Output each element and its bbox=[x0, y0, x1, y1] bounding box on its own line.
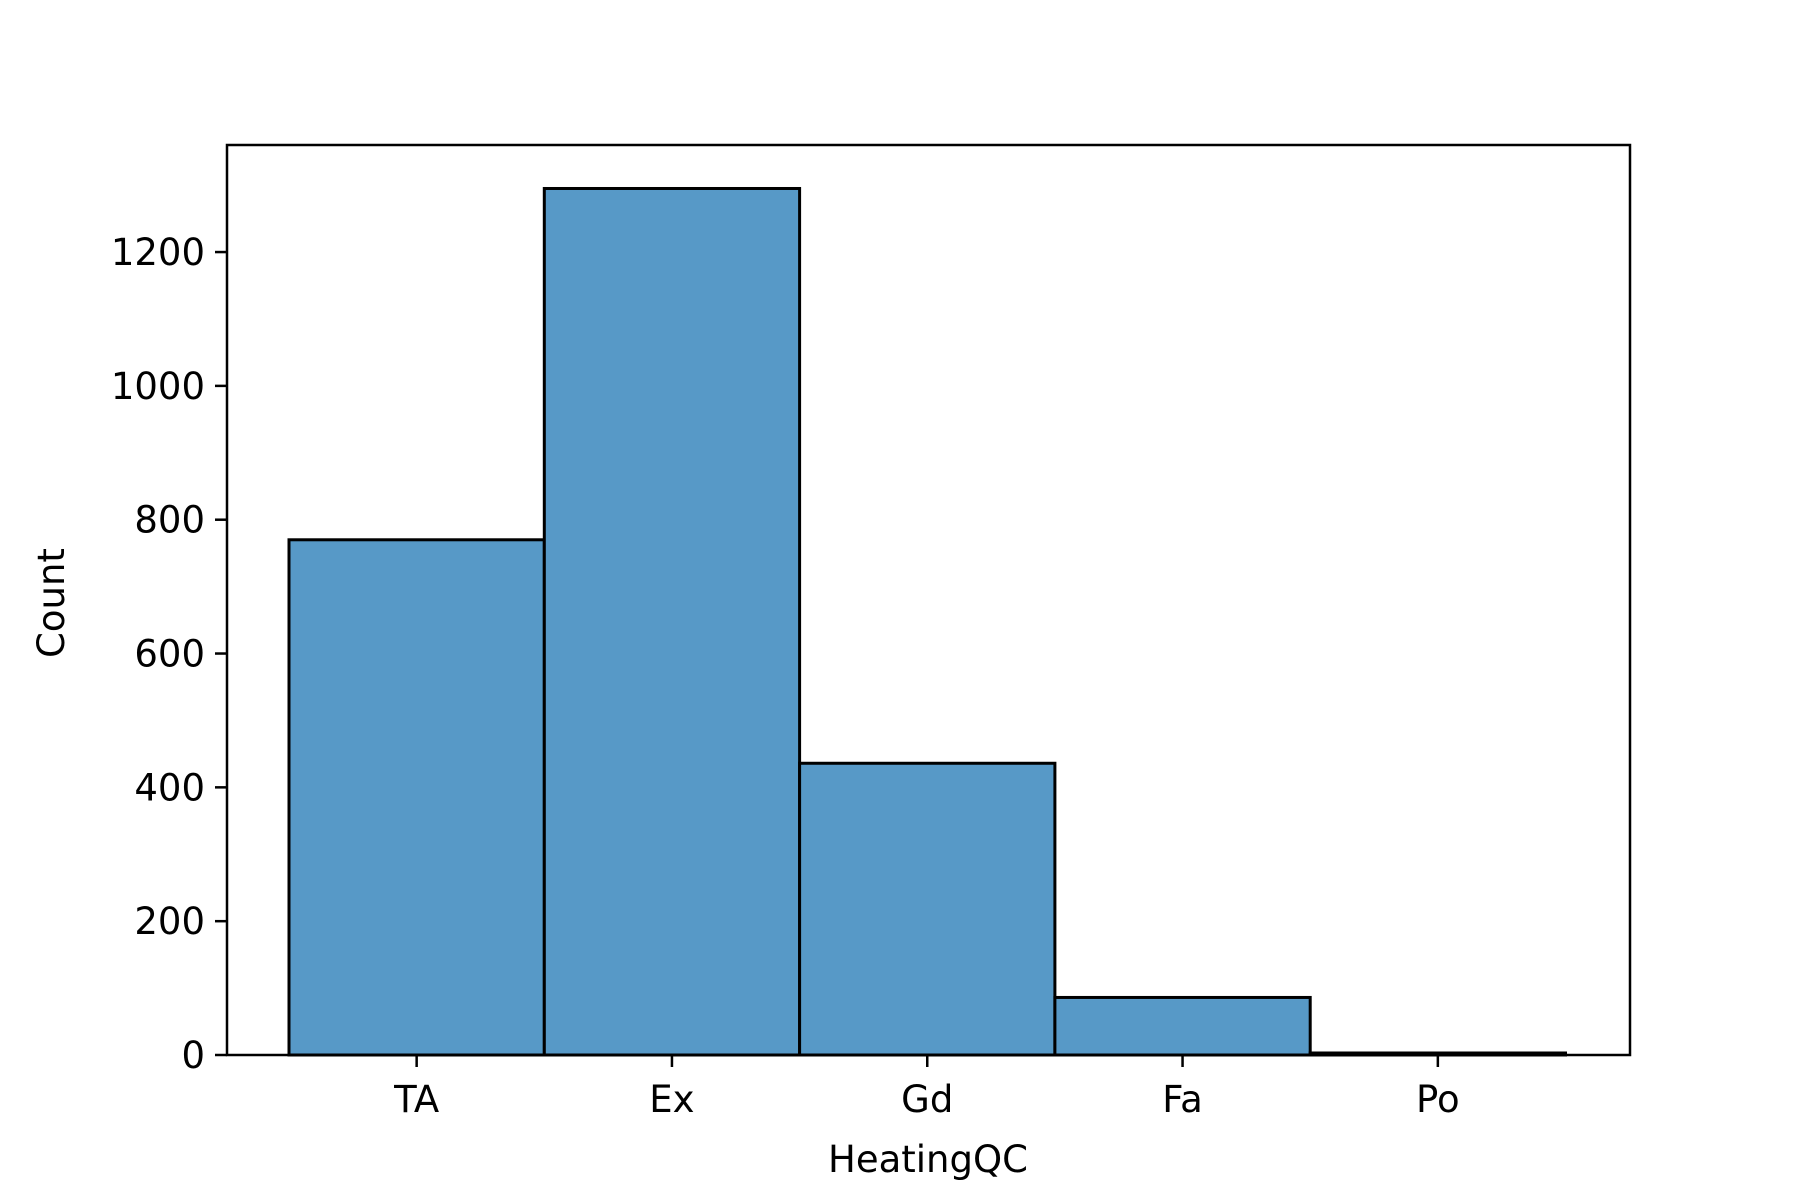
bar-ta bbox=[287, 538, 546, 1057]
bar-gd bbox=[798, 761, 1057, 1057]
x-tick-label-ta: TA bbox=[393, 1078, 439, 1121]
x-tick-label-ex: Ex bbox=[649, 1078, 694, 1121]
x-axis-label: HeatingQC bbox=[828, 1138, 1028, 1181]
y-axis-label: Count bbox=[30, 548, 73, 658]
y-tick-label: 400 bbox=[134, 766, 205, 809]
bars-group bbox=[287, 186, 1567, 1057]
bar-ex bbox=[542, 186, 802, 1057]
x-tick-label-fa: Fa bbox=[1162, 1078, 1203, 1121]
bar-fa bbox=[1053, 995, 1312, 1057]
y-tick-label: 0 bbox=[181, 1034, 205, 1077]
x-tick-label-po: Po bbox=[1416, 1078, 1460, 1121]
plot-frame bbox=[225, 143, 1632, 1057]
y-axis: 0 200 400 600 800 1000 1200 bbox=[111, 231, 227, 1077]
y-tick-label: 1200 bbox=[111, 231, 205, 274]
x-axis: TA Ex Gd Fa Po bbox=[393, 1055, 1460, 1121]
y-tick-label: 1000 bbox=[111, 365, 205, 408]
y-tick-label: 800 bbox=[134, 499, 205, 542]
y-tick-label: 600 bbox=[134, 633, 205, 676]
x-tick-label-gd: Gd bbox=[901, 1078, 953, 1121]
y-tick-label: 200 bbox=[134, 900, 205, 943]
